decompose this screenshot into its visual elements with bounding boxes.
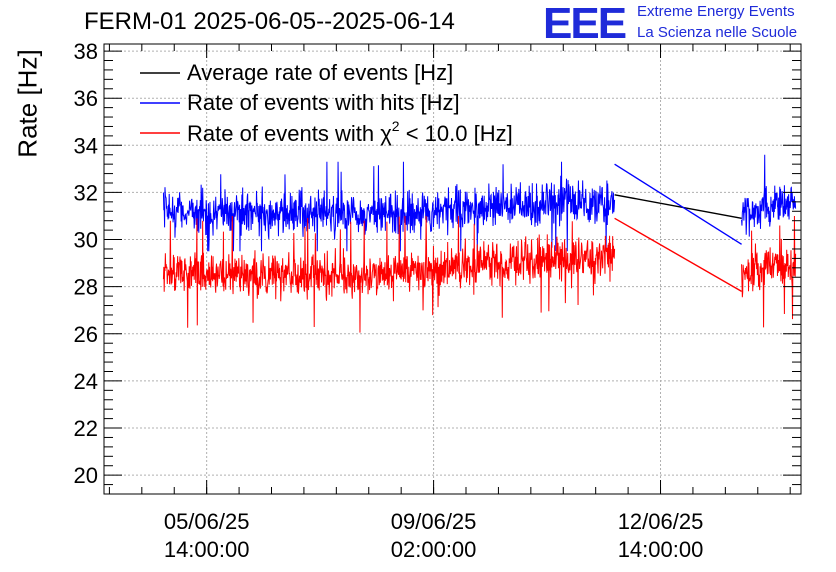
y-tick-label: 32: [74, 180, 98, 205]
series-line-average: [614, 194, 742, 219]
y-tick-label: 20: [74, 463, 98, 488]
plot-frame: [103, 43, 802, 495]
series-gap-line: [614, 163, 742, 245]
series-layer: [162, 154, 797, 333]
y-tick-label: 22: [74, 416, 98, 441]
series-gap-line: [614, 217, 742, 293]
series-2: [162, 215, 797, 333]
series-trace-segment: [162, 161, 616, 252]
legend: Average rate of events [Hz] Rate of even…: [140, 60, 513, 146]
y-tick-label: 28: [74, 275, 98, 300]
y-tick-label: 34: [74, 133, 98, 158]
x-tick-label-date: 05/06/25: [164, 509, 250, 534]
legend-label-hits: Rate of events with hits [Hz]: [187, 90, 460, 115]
legend-chi2-sup: 2: [392, 118, 400, 134]
series-trace-segment: [741, 154, 797, 237]
series-trace-segment: [741, 215, 797, 328]
y-tick-label: 36: [74, 86, 98, 111]
x-tick-label-time: 02:00:00: [391, 537, 477, 562]
series-1: [162, 154, 797, 252]
legend-chi2-suffix: < 10.0 [Hz]: [400, 121, 513, 146]
x-tick-label-time: 14:00:00: [618, 537, 704, 562]
x-tick-label-date: 12/06/25: [618, 509, 704, 534]
eee-logo: EEE: [543, 0, 627, 48]
y-tick-label: 24: [74, 369, 98, 394]
logo-caption-line1: Extreme Energy Events: [637, 3, 795, 20]
series-0: [614, 194, 742, 219]
logo-caption-line2: La Scienza nelle Scuole: [637, 24, 798, 41]
legend-chi2-prefix: Rate of events with: [187, 121, 380, 146]
x-tick-label-date: 09/06/25: [391, 509, 477, 534]
series-trace-segment: [162, 215, 616, 333]
legend-chi2-symbol: χ: [380, 121, 392, 146]
grid-lines: [104, 44, 801, 494]
axes-layer: 20 22 24 26 28 30 32 34 36 38 05/06/25 14:00:00 09/0…: [74, 39, 801, 562]
legend-label-chi2: Rate of events with χ2 < 10.0 [Hz]: [187, 118, 513, 146]
y-tick-label: 38: [74, 39, 98, 64]
y-tick-label: 30: [74, 228, 98, 253]
y-tick-label: 26: [74, 322, 98, 347]
x-tick-label-time: 14:00:00: [164, 537, 250, 562]
legend-label-average: Average rate of events [Hz]: [187, 60, 453, 85]
chart-title: FERM-01 2025-06-05--2025-06-14: [84, 8, 455, 35]
